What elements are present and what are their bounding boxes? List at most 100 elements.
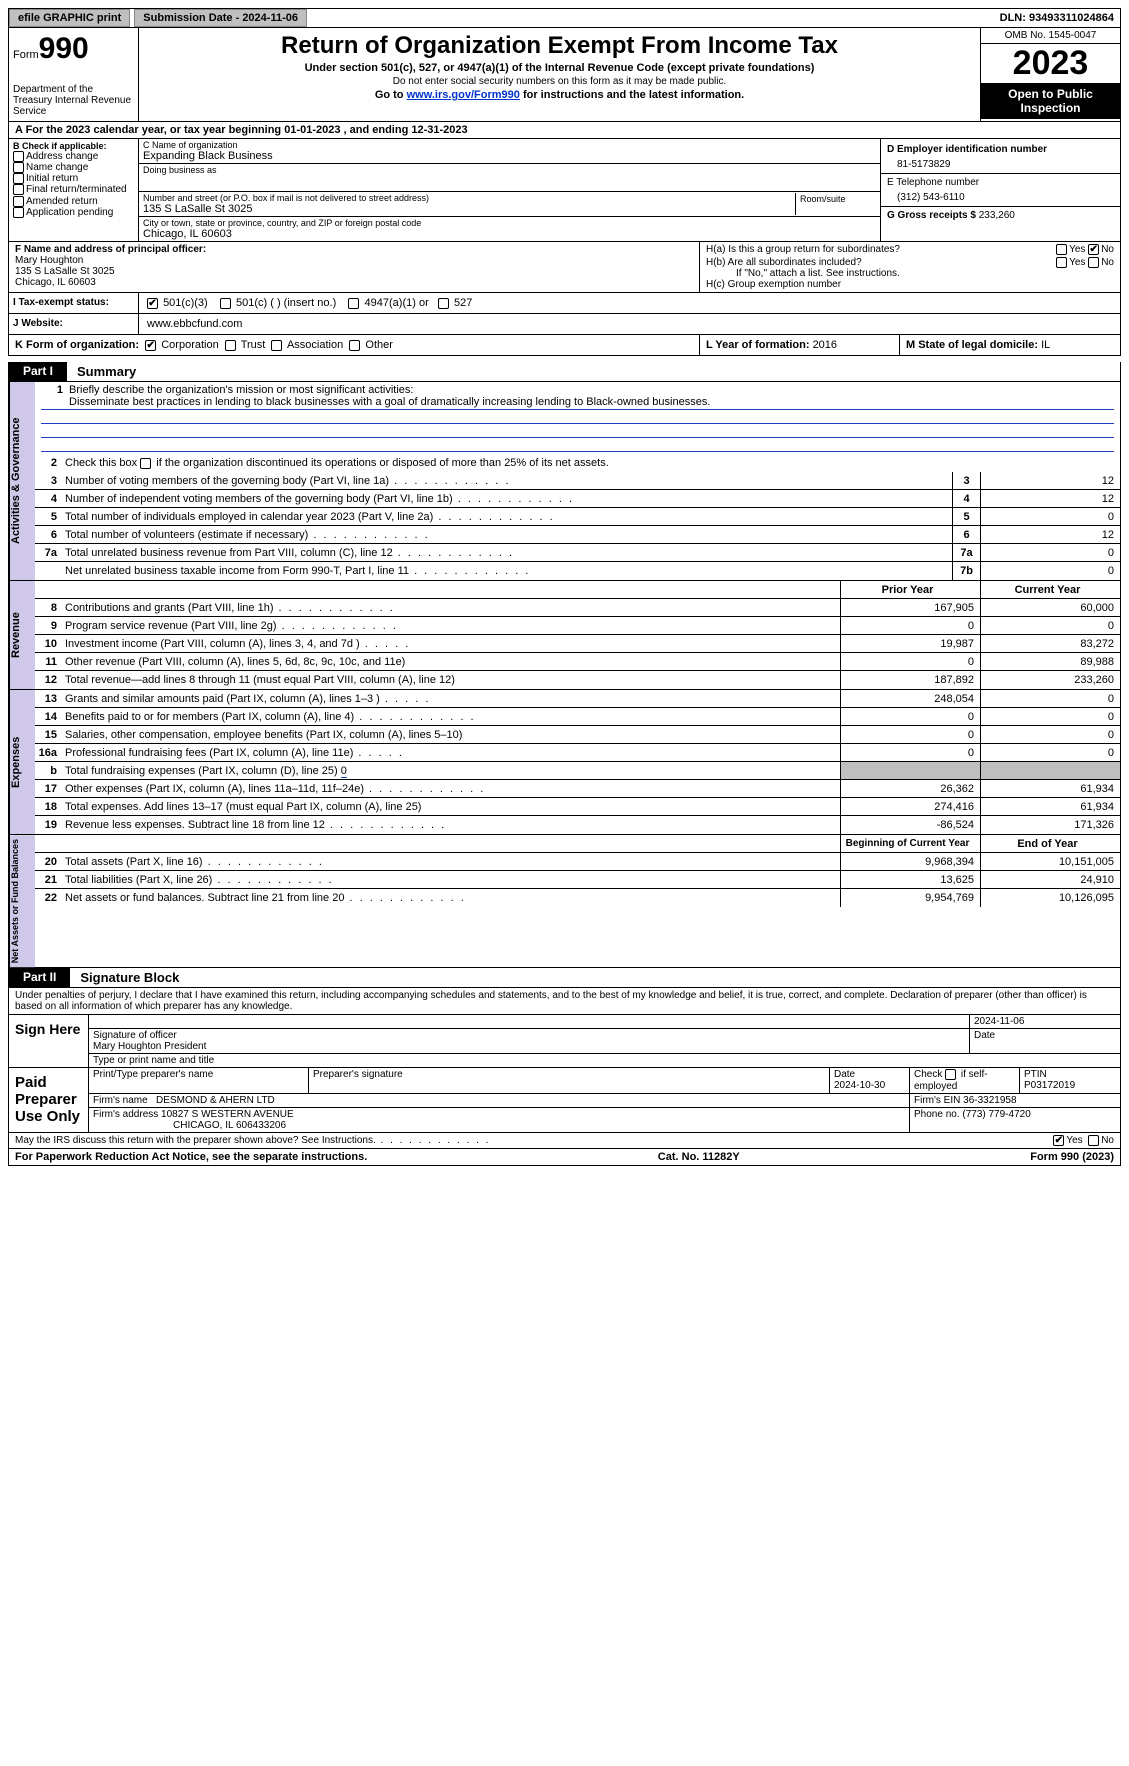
gross-receipts: 233,260 (979, 210, 1015, 221)
form-subtitle-3: Go to www.irs.gov/Form990 for instructio… (145, 89, 974, 101)
city-label: City or town, state or province, country… (143, 218, 876, 228)
city-state-zip: Chicago, IL 60603 (143, 228, 876, 240)
cbx-discuss-yes[interactable] (1053, 1135, 1064, 1146)
paid-preparer-block: Paid Preparer Use Only Print/Type prepar… (8, 1068, 1121, 1132)
form-subtitle-1: Under section 501(c), 527, or 4947(a)(1)… (145, 62, 974, 74)
irs-link[interactable]: www.irs.gov/Form990 (407, 89, 520, 101)
submission-date: Submission Date - 2024-11-06 (134, 9, 307, 27)
cbx-ha-no[interactable] (1088, 244, 1099, 255)
dept-treasury: Department of the Treasury Internal Reve… (13, 84, 134, 117)
officer-addr: 135 S LaSalle St 3025 (15, 266, 115, 277)
firm-addr1: 10827 S WESTERN AVENUE (161, 1109, 294, 1120)
vlabel-governance: Activities & Governance (9, 382, 35, 580)
cbx-app-pending[interactable] (13, 207, 24, 218)
dln: DLN: 93493311024864 (1000, 12, 1120, 24)
block-bcd: B Check if applicable: Address change Na… (8, 139, 1121, 242)
cbx-ha-yes[interactable] (1056, 244, 1067, 255)
gross-label: G Gross receipts $ (887, 210, 979, 221)
val-7b: 0 (980, 562, 1120, 580)
cbx-amended[interactable] (13, 196, 24, 207)
cbx-discuss-no[interactable] (1088, 1135, 1099, 1146)
cbx-final-return[interactable] (13, 184, 24, 195)
box-c: C Name of organization Expanding Black B… (139, 139, 880, 241)
prep-date: 2024-10-30 (834, 1080, 885, 1091)
form-prefix: Form (13, 49, 39, 61)
part-1-header: Part I Summary (8, 362, 1121, 382)
form-title: Return of Organization Exempt From Incom… (145, 32, 974, 60)
part-2-header: Part II Signature Block (8, 968, 1121, 988)
vlabel-net: Net Assets or Fund Balances (9, 835, 35, 967)
room-suite-label: Room/suite (796, 193, 876, 215)
mission-label: Briefly describe the organization's miss… (69, 384, 413, 396)
cbx-501c[interactable] (220, 298, 231, 309)
cbx-corp[interactable] (145, 340, 156, 351)
dba-label: Doing business as (143, 165, 876, 175)
cbx-4947[interactable] (348, 298, 359, 309)
val-5: 0 (980, 508, 1120, 525)
sig-type-label: Type or print name and title (89, 1054, 1120, 1067)
telephone: (312) 543-6110 (887, 188, 1114, 203)
val-6: 12 (980, 526, 1120, 543)
ptin: P03172019 (1024, 1080, 1075, 1091)
cbx-discontinued[interactable] (140, 458, 151, 469)
block-fh: F Name and address of principal officer:… (8, 242, 1121, 293)
topbar: efile GRAPHIC print Submission Date - 20… (8, 8, 1121, 28)
hdr-current-year: Current Year (980, 581, 1120, 598)
cbx-initial-return[interactable] (13, 173, 24, 184)
section-net-assets: Net Assets or Fund Balances Beginning of… (8, 835, 1121, 968)
vlabel-revenue: Revenue (9, 581, 35, 689)
firm-name: DESMOND & AHERN LTD (156, 1095, 275, 1106)
efile-button[interactable]: efile GRAPHIC print (9, 9, 130, 27)
cbx-self-employed[interactable] (945, 1069, 956, 1080)
sig-officer-name: Mary Houghton President (93, 1041, 965, 1052)
vlabel-expenses: Expenses (9, 690, 35, 834)
h-note: If "No," attach a list. See instructions… (706, 268, 1114, 279)
row-a-tax-year: A For the 2023 calendar year, or tax yea… (8, 122, 1121, 139)
discuss-row: May the IRS discuss this return with the… (8, 1133, 1121, 1149)
cbx-527[interactable] (438, 298, 449, 309)
form-number: 990 (39, 32, 89, 65)
firm-phone: (773) 779-4720 (962, 1109, 1030, 1120)
h-c-label: H(c) Group exemption number (706, 279, 1114, 290)
box-f: F Name and address of principal officer:… (9, 242, 700, 292)
omb-number: OMB No. 1545-0047 (981, 28, 1120, 44)
val-3: 12 (980, 472, 1120, 489)
ein: 81-5173829 (887, 155, 1114, 170)
cbx-address-change[interactable] (13, 151, 24, 162)
form-subtitle-2: Do not enter social security numbers on … (145, 76, 974, 87)
sig-declaration: Under penalties of perjury, I declare th… (8, 988, 1121, 1015)
org-name-label: C Name of organization (143, 140, 876, 150)
val-7a: 0 (980, 544, 1120, 561)
row-klm: K Form of organization: Corporation Trus… (8, 335, 1121, 356)
tax-year: 2023 (981, 44, 1120, 83)
row-i-taxexempt: I Tax-exempt status: 501(c)(3) 501(c) ( … (8, 293, 1121, 314)
firm-addr2: CHICAGO, IL 606433206 (93, 1120, 286, 1131)
section-revenue: Revenue Prior YearCurrent Year 8Contribu… (8, 581, 1121, 690)
row-j-website: J Website: www.ebbcfund.com (8, 314, 1121, 335)
org-name: Expanding Black Business (143, 150, 876, 162)
box-h: H(a) Is this a group return for subordin… (700, 242, 1120, 292)
cbx-hb-no[interactable] (1088, 257, 1099, 268)
box-b: B Check if applicable: Address change Na… (9, 139, 139, 241)
cbx-other[interactable] (349, 340, 360, 351)
hdr-prior-year: Prior Year (840, 581, 980, 598)
sign-here-block: Sign Here 2024-11-06 Signature of office… (8, 1015, 1121, 1068)
box-d: D Employer identification number 81-5173… (880, 139, 1120, 241)
footer: For Paperwork Reduction Act Notice, see … (8, 1149, 1121, 1166)
cbx-trust[interactable] (225, 340, 236, 351)
ein-label: D Employer identification number (887, 144, 1114, 155)
cbx-name-change[interactable] (13, 162, 24, 173)
website-url: www.ebbcfund.com (139, 314, 1120, 334)
addr-label: Number and street (or P.O. box if mail i… (143, 193, 795, 203)
year-formation: 2016 (813, 339, 837, 351)
sig-date: 2024-11-06 (970, 1015, 1120, 1028)
sig-officer-label: Signature of officer (93, 1030, 965, 1041)
cbx-assoc[interactable] (271, 340, 282, 351)
form-header: Form990 Department of the Treasury Inter… (8, 28, 1121, 122)
cbx-501c3[interactable] (147, 298, 158, 309)
section-expenses: Expenses 13Grants and similar amounts pa… (8, 690, 1121, 835)
mission-text: Disseminate best practices in lending to… (41, 396, 1114, 410)
officer-name: Mary Houghton (15, 255, 83, 266)
tel-label: E Telephone number (887, 177, 1114, 188)
cbx-hb-yes[interactable] (1056, 257, 1067, 268)
